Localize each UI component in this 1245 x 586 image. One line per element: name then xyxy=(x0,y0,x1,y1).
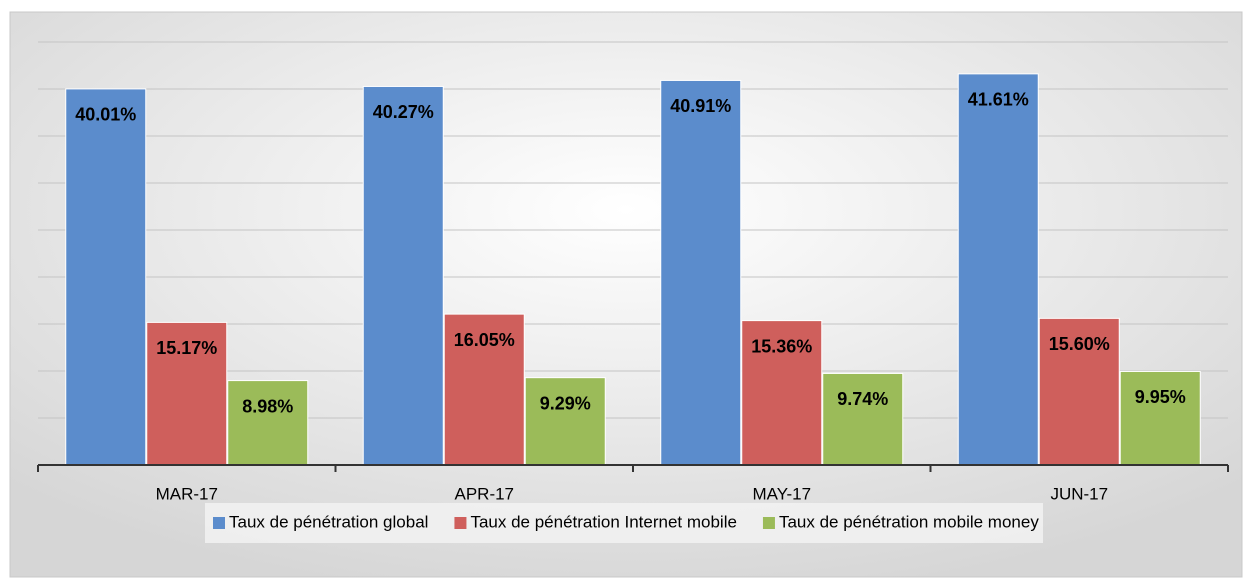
bar xyxy=(1119,370,1201,466)
data-label: 40.91% xyxy=(670,96,731,116)
bar xyxy=(443,313,525,466)
data-label: 8.98% xyxy=(242,396,293,416)
x-tick-label: MAY-17 xyxy=(752,484,811,503)
bar xyxy=(1038,317,1120,466)
data-label: 41.61% xyxy=(968,90,1029,110)
data-label: 15.60% xyxy=(1049,334,1110,354)
data-label: 40.27% xyxy=(373,102,434,122)
legend-label: Taux de pénétration global xyxy=(229,512,428,531)
bar xyxy=(227,380,309,466)
data-label: 9.74% xyxy=(837,389,888,409)
bar xyxy=(660,79,742,466)
data-label: 15.36% xyxy=(751,336,812,356)
legend-swatch xyxy=(762,517,775,529)
data-label: 15.17% xyxy=(156,338,217,358)
bar xyxy=(524,377,606,466)
bar xyxy=(362,85,444,466)
legend-swatch xyxy=(454,517,467,529)
data-label: 9.29% xyxy=(540,393,591,413)
bar xyxy=(65,88,147,466)
legend-label: Taux de pénétration mobile money xyxy=(779,512,1039,531)
x-tick-label: JUN-17 xyxy=(1050,484,1108,503)
data-label: 16.05% xyxy=(454,330,515,350)
legend-label: Taux de pénétration Internet mobile xyxy=(470,512,737,531)
data-label: 9.95% xyxy=(1135,387,1186,407)
data-label: 40.01% xyxy=(75,105,136,125)
bar xyxy=(822,372,904,466)
bar xyxy=(957,73,1039,466)
x-tick-label: APR-17 xyxy=(454,484,514,503)
legend-box xyxy=(205,503,1043,543)
x-tick-label: MAR-17 xyxy=(156,484,218,503)
legend-swatch xyxy=(213,517,225,529)
bar xyxy=(146,321,228,466)
